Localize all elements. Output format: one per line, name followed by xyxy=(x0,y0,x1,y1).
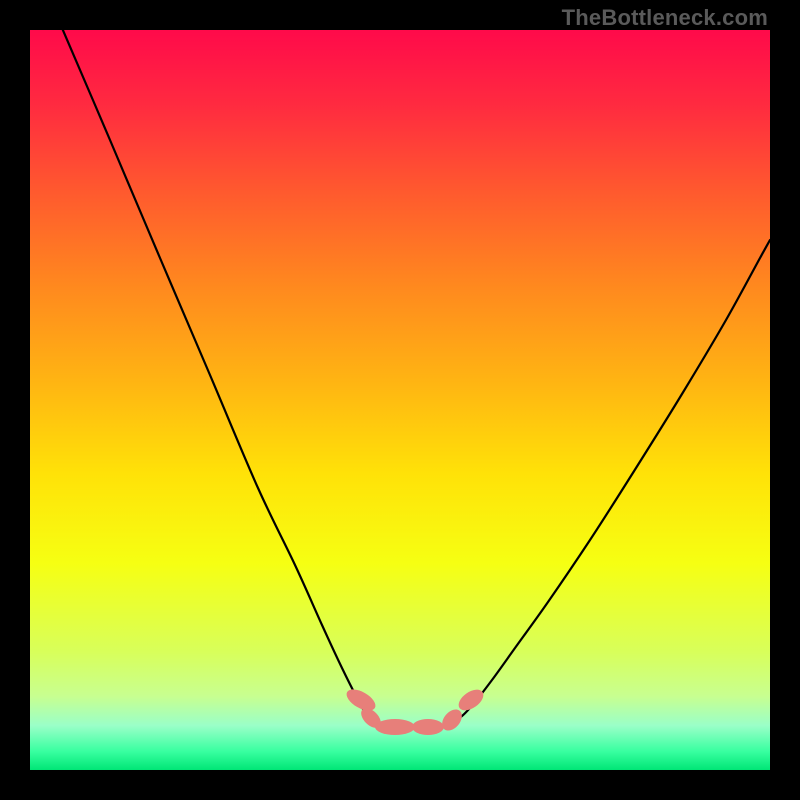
chart-svg xyxy=(0,0,800,800)
chart-stage: TheBottleneck.com xyxy=(0,0,800,800)
gradient-background xyxy=(30,30,770,770)
highlight-bead xyxy=(412,719,444,735)
highlight-bead xyxy=(375,719,415,735)
watermark-text: TheBottleneck.com xyxy=(562,5,768,31)
plot-area xyxy=(30,28,770,770)
